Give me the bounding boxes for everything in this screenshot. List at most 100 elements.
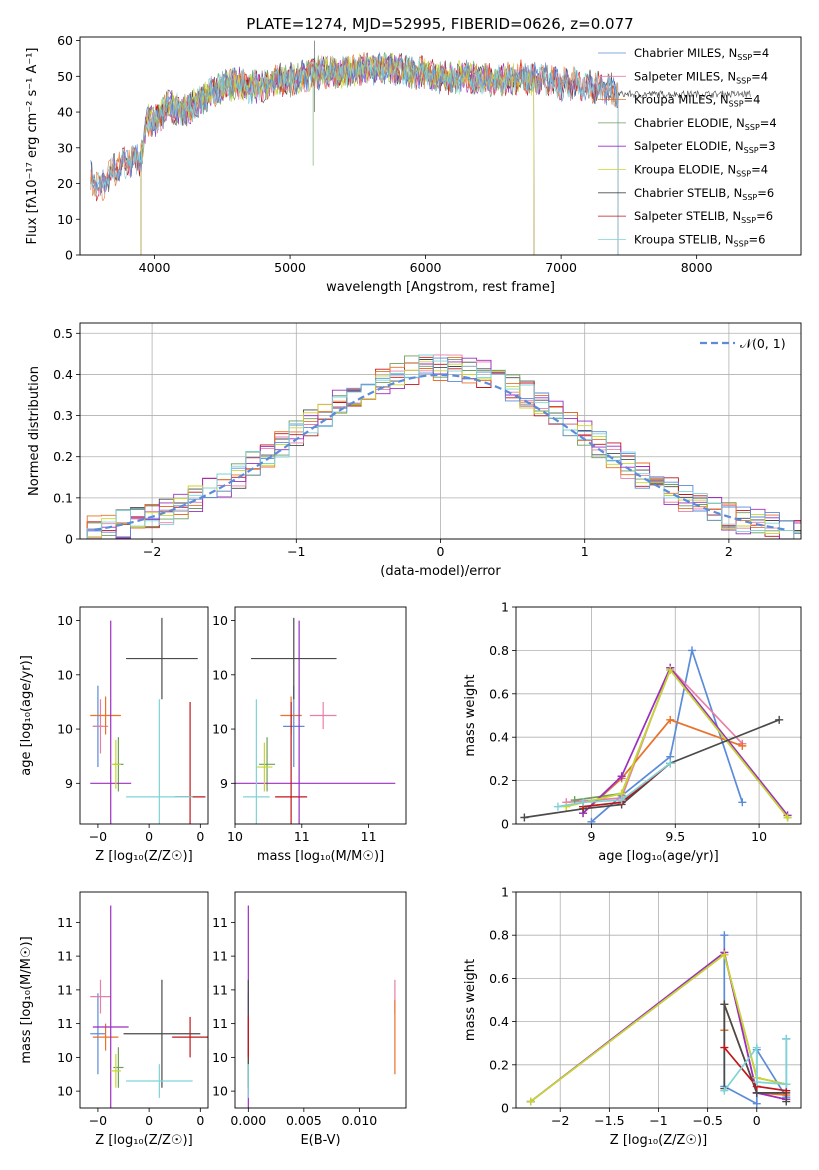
residual-histogram-series [80,354,801,539]
mass_vs_EBV-errorbars [247,905,396,1108]
age_vs_Z-frame [79,606,209,825]
mass-weight-point [666,759,675,768]
legend-label: Kroupa MILES, N [634,93,729,107]
mw_vs_age-ytick-label: 0.4 [489,730,509,745]
mass_vs_Z-xtick-label: 0 [145,1113,153,1128]
mw_vs_Z-xtick-label: −0.5 [692,1113,722,1128]
mass-weight-point [688,646,697,655]
mass-weight-point [738,741,747,750]
age_vs_Z-ytick-label: 9 [65,776,73,791]
age_vs_Z-xlabel: Z [log₁₀(Z/Z☉)] [95,849,192,864]
spectrum-ytick-label: 20 [57,176,73,191]
mw_vs_Z-ytick-label: 0.8 [489,928,509,943]
mw_vs_Z-xtick-label: 0 [753,1113,761,1128]
mw_vs_age-xtick-label: 9.5 [665,829,685,844]
mass_vs_EBV-ytick-label: 11 [212,949,228,964]
mass-weight-point [570,796,579,805]
legend-entry: Salpeter STELIB, NSSP=6 [634,209,773,225]
legend-sub: SSP [742,193,757,202]
mass-weight-point [617,796,626,805]
mass_vs_Z-ytick-label: 11 [57,1016,73,1031]
spectrum-xtick-label: 6000 [410,260,442,275]
age_vs_mass-errorbars [235,617,396,824]
mass-weight-point [562,802,571,811]
mw_vs_Z-xtick-label: −1 [649,1113,667,1128]
mw_vs_Z-ytick-label: 0 [501,1101,509,1116]
mass_vs_EBV-axes: 0.000 0.005 0.010 10 10 11 11 11 11 [212,915,377,1128]
mass-weight-point [782,1097,791,1106]
legend-value: =6 [756,209,773,223]
age_vs_mass-frame [234,606,407,825]
mw_vs_Z-xtick-label: −1.5 [594,1113,624,1128]
legend-entry: Kroupa STELIB, NSSP=6 [634,232,765,248]
mass_vs_EBV-ytick-label: 11 [212,1016,228,1031]
mw_vs_Z-frame [515,891,802,1109]
panels: 4000 5000 6000 7000 80000102030405060wavelen… [19,33,802,1148]
residuals-xtick-label: 1 [581,544,589,559]
mass_vs_Z-ytick-label: 11 [57,982,73,997]
residuals-xtick-label: −2 [143,544,161,559]
legend-sub: SSP [741,216,756,225]
legend-value: =4 [751,163,768,177]
mass_vs_EBV-xtick-label: 0.000 [230,1113,266,1128]
legend-value: =4 [760,116,777,130]
legend-value: =3 [759,139,776,153]
mass_vs_EBV-ytick-label: 10 [212,1050,228,1065]
legend-label: Chabrier STELIB, N [634,186,742,200]
residuals-xtick-label: −1 [287,544,305,559]
legend-sub: SSP [737,53,752,62]
mw_vs_age-ytick-label: 0.8 [489,643,509,658]
legend-sub: SSP [729,100,744,109]
mass_vs_Z-axes: −0 0 0 10 10 11 11 11 11 [57,915,204,1128]
age_vs_Z-errorbars [90,617,206,824]
age_vs_mass-ytick-label: 10 [212,722,228,737]
mass-weight-point [752,1078,761,1087]
age_vs_Z-axes: −0 0 0 9 10 10 10 [57,613,204,844]
legend-value: =6 [749,232,766,246]
spectrum-xtick-label: 5000 [274,260,306,275]
mw_vs_Z-xtick-label: −2 [551,1113,569,1128]
mw_vs_Z-ytick-label: 0.6 [489,971,509,986]
spectrum-series-line [90,53,619,255]
mass-weight-point [738,798,747,807]
spectrum-xtick-label: 7000 [545,260,577,275]
gaussian-reference-line [94,373,787,531]
legend-value: =4 [744,93,761,107]
figure-title: PLATE=1274, MJD=52995, FIBERID=0626, z=0… [246,15,633,33]
mass-weight-point [783,813,792,822]
legend-label: Salpeter MILES, N [634,69,736,83]
residuals-ytick-label: 0.3 [53,408,73,423]
mass_vs_Z-errorbars [90,905,208,1108]
mass-weight-point [752,1043,761,1052]
mw_vs_age-xlabel: age [log₁₀(age/yr)] [598,849,719,864]
residuals-ytick-label: 0.1 [53,490,73,505]
mass_vs_Z-ytick-label: 10 [57,1084,73,1099]
mass-weight-point [553,802,562,811]
mw_vs_Z-lines [526,931,791,1108]
age_vs_Z-xtick-label: 0 [145,829,153,844]
mw_vs_age-ytick-label: 1 [501,600,509,615]
spectrum-frame [79,36,802,256]
legend-entry: Kroupa ELODIE, NSSP=4 [634,163,768,179]
age_vs_mass-xtick-label: 11 [361,829,377,844]
mw_vs_age-xtick-label: 10 [751,829,767,844]
residuals-ytick-label: 0.2 [53,449,73,464]
age_vs_Z-xtick-label: 0 [196,829,204,844]
mw_vs_Z-ytick-label: 0.2 [489,1057,509,1072]
legend-value: =4 [751,69,768,83]
legend-entry: Kroupa MILES, NSSP=4 [634,93,760,109]
spectrum-ytick-label: 10 [57,212,73,227]
legend-sub: SSP [745,123,760,132]
legend-sub: SSP [736,76,751,85]
mass_vs_Z-ytick-label: 11 [57,915,73,930]
mass_vs_Z-xtick-label: −0 [89,1113,107,1128]
legend-entry: Chabrier ELODIE, NSSP=4 [634,116,777,132]
legend-label: Chabrier ELODIE, N [634,116,745,130]
spectrum-lines [90,40,751,255]
legend-entry: Chabrier STELIB, NSSP=6 [634,186,774,202]
mass-weight-point [666,665,675,674]
mw_vs_Z-ylabel: mass weight [463,959,478,1041]
spectrum-ytick-label: 60 [57,33,73,48]
legend-entry: Chabrier MILES, NSSP=4 [634,46,769,62]
